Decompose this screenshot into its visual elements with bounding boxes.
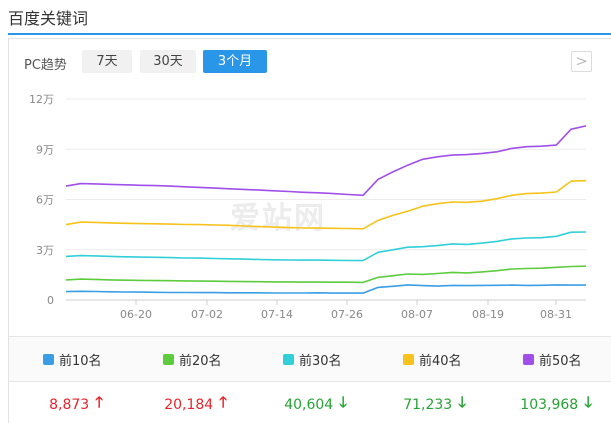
title-underline — [8, 33, 611, 35]
arrow-up-icon: 🡑 — [95, 393, 103, 411]
total-top40: 71,233 🡓 — [366, 392, 466, 417]
chevron-right-icon[interactable]: > — [571, 51, 592, 72]
series-line-2 — [65, 265, 587, 284]
legend-item-top20[interactable]: 前20名 — [163, 350, 222, 369]
page-title: 百度关键词 — [8, 9, 89, 28]
total-value-top30: 40,604 — [284, 396, 334, 413]
range-tab-3m[interactable]: 3个月 — [203, 50, 267, 73]
total-value-top50: 103,968 — [520, 396, 579, 413]
legend-swatch-top50 — [523, 354, 534, 365]
legend-item-top50[interactable]: 前50名 — [523, 350, 582, 369]
x-tick-label: 08-31 — [540, 308, 572, 321]
watermark-logo: 爱站网 — [230, 201, 326, 236]
total-top50: 103,968 🡓 — [492, 392, 592, 417]
series-line-3 — [65, 231, 587, 262]
legend-label-top30: 前30名 — [299, 354, 342, 369]
legend-label-top10: 前10名 — [59, 354, 102, 369]
y-tick-label: 6万 — [36, 194, 54, 207]
x-tick-label: 07-02 — [191, 308, 223, 321]
total-top30: 40,604 🡓 — [247, 392, 347, 417]
total-value-top40: 71,233 — [403, 396, 453, 413]
legend-label-top50: 前50名 — [539, 354, 582, 369]
total-top10: 8,873 🡑 — [3, 392, 103, 417]
legend-label-top20: 前20名 — [179, 354, 222, 369]
x-axis-ticks: 06-20 07-02 07-14 07-26 08-07 08-19 08-31 — [120, 300, 572, 321]
y-tick-label: 9万 — [36, 143, 54, 156]
pc-trend-label: PC趋势 — [24, 58, 67, 73]
legend-item-top10[interactable]: 前10名 — [43, 350, 102, 369]
arrow-down-icon: 🡓 — [458, 393, 466, 411]
arrow-up-icon: 🡑 — [219, 393, 227, 411]
y-tick-label: 3万 — [36, 244, 54, 257]
arrow-down-icon: 🡓 — [584, 393, 592, 411]
y-axis-ticks: 0 3万 6万 9万 12万 — [29, 93, 54, 307]
series-line-5 — [65, 125, 587, 197]
legend-item-top30[interactable]: 前30名 — [283, 350, 342, 369]
chart-panel — [8, 38, 611, 423]
x-tick-label: 07-26 — [331, 308, 363, 321]
chart-grid — [66, 98, 586, 301]
arrow-down-icon: 🡓 — [339, 393, 347, 411]
y-tick-label: 12万 — [29, 93, 54, 106]
trend-line-chart: 0 3万 6万 9万 12万 06-20 07-02 07-14 07-26 08-07 08-1… — [29, 93, 587, 321]
x-tick-label: 08-07 — [401, 308, 433, 321]
range-tab-30d[interactable]: 30天 — [140, 50, 196, 73]
series-line-1 — [65, 284, 586, 294]
legend-swatch-top10 — [43, 354, 54, 365]
range-tab-7d[interactable]: 7天 — [82, 50, 132, 73]
y-tick-label: 0 — [47, 294, 54, 307]
x-tick-label: 06-20 — [120, 308, 152, 321]
legend-swatch-top40 — [403, 354, 414, 365]
legend-item-top40[interactable]: 前40名 — [403, 350, 462, 369]
legend-swatch-top30 — [283, 354, 294, 365]
x-tick-label: 07-14 — [261, 308, 293, 321]
x-tick-label: 08-19 — [472, 308, 504, 321]
series-line-4 — [65, 179, 587, 230]
legend-swatch-top20 — [163, 354, 174, 365]
legend-label-top40: 前40名 — [419, 354, 462, 369]
total-top20: 20,184 🡑 — [127, 392, 227, 417]
total-value-top20: 20,184 — [164, 396, 214, 413]
total-value-top10: 8,873 — [49, 396, 90, 413]
legend-bar — [9, 336, 611, 382]
chart-series — [65, 125, 587, 294]
